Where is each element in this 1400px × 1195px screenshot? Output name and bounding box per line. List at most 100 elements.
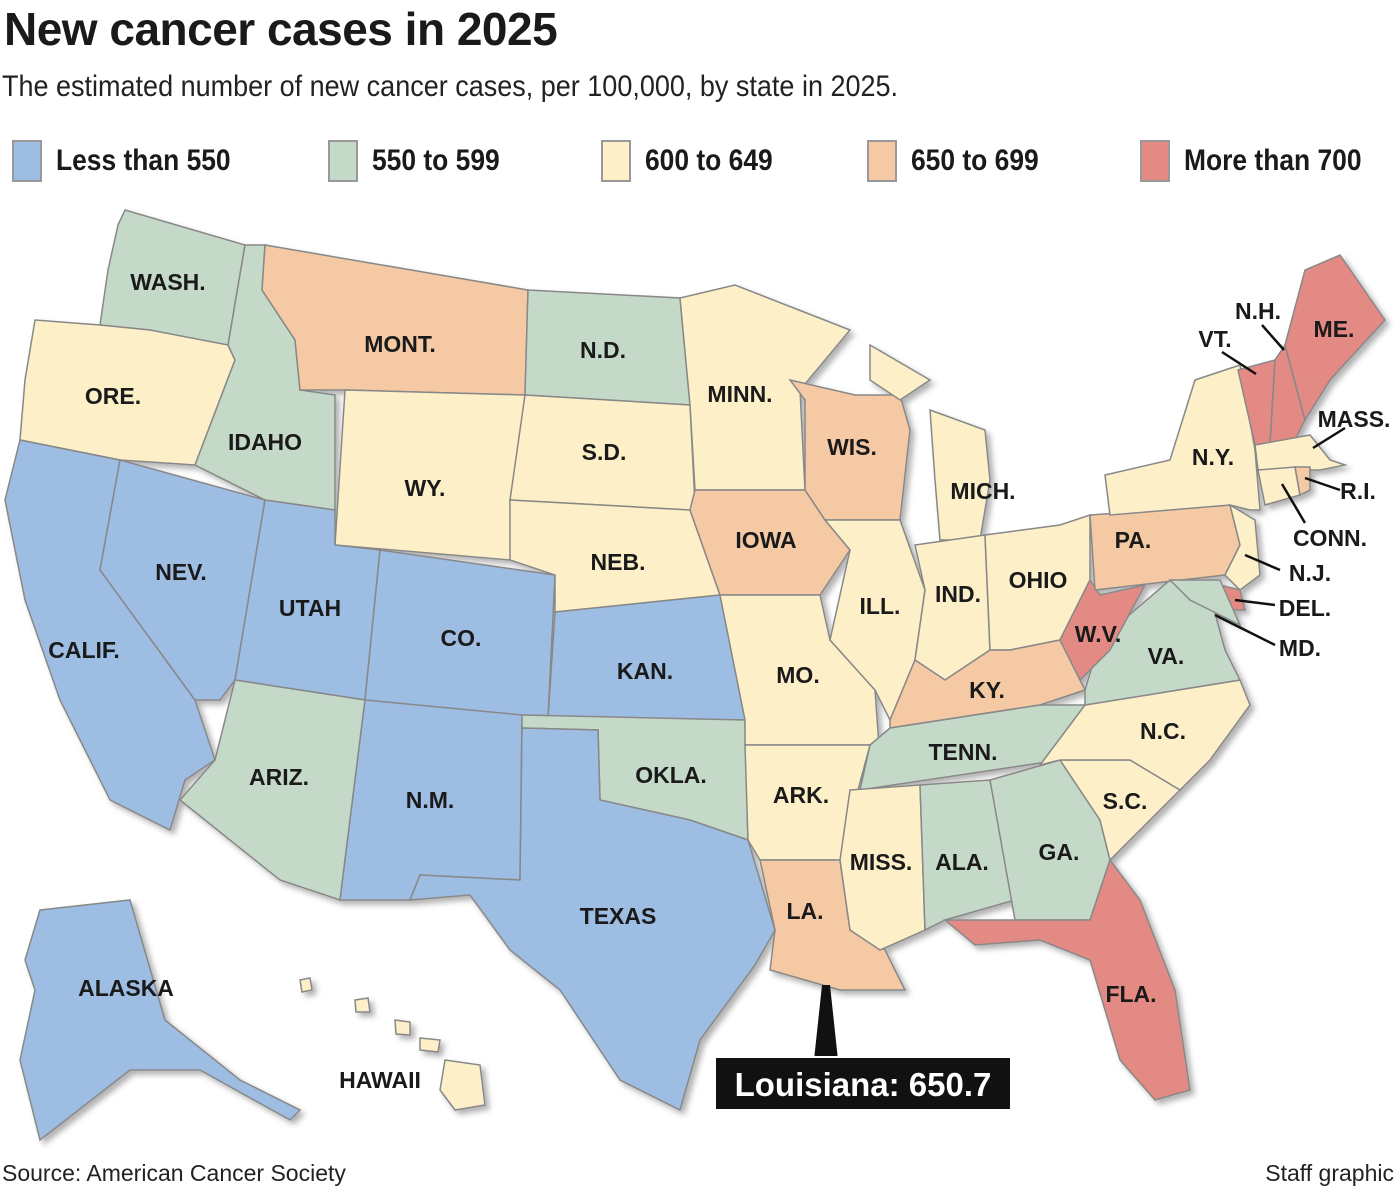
leader-line bbox=[1304, 476, 1341, 492]
louisiana-callout: Louisiana: 650.7 bbox=[714, 985, 1012, 1111]
leader-line bbox=[1261, 324, 1285, 351]
state-label-wv: W.V. bbox=[1075, 621, 1121, 647]
state-label-sc: S.C. bbox=[1103, 788, 1148, 814]
state-label-oh: OHIO bbox=[1009, 567, 1068, 593]
state-label-co: CO. bbox=[441, 625, 482, 651]
state-label-tn: TENN. bbox=[929, 739, 998, 765]
state-label-al: ALA. bbox=[935, 849, 989, 875]
legend-item: Less than 550 bbox=[12, 140, 254, 182]
legend-item: 600 to 649 bbox=[601, 140, 790, 182]
legend-label: Less than 550 bbox=[56, 144, 231, 177]
state-label-de: DEL. bbox=[1279, 595, 1331, 621]
state-label-ny: N.Y. bbox=[1192, 444, 1234, 470]
state-label-id: IDAHO bbox=[228, 429, 302, 455]
callout-text: Louisiana: 650.7 bbox=[735, 1066, 992, 1103]
state-tx bbox=[408, 727, 776, 1112]
state-label-or: ORE. bbox=[85, 383, 141, 409]
legend-swatch bbox=[12, 140, 42, 182]
legend-swatch bbox=[601, 140, 631, 182]
state-label-ga: GA. bbox=[1039, 839, 1080, 865]
state-label-mi: MICH. bbox=[950, 478, 1015, 504]
state-label-in: IND. bbox=[935, 581, 981, 607]
leader-line bbox=[1280, 483, 1307, 524]
state-label-md: MD. bbox=[1279, 635, 1321, 661]
state-label-nh: N.H. bbox=[1235, 298, 1281, 324]
callout-box bbox=[714, 1056, 1012, 1111]
state-label-ky: KY. bbox=[969, 677, 1005, 703]
state-label-nj: N.J. bbox=[1289, 560, 1331, 586]
credit-note: Staff graphic bbox=[1265, 1160, 1394, 1186]
state-label-wi: WIS. bbox=[827, 434, 877, 460]
state-hi bbox=[439, 1059, 486, 1111]
page-title: New cancer cases in 2025 bbox=[4, 3, 558, 55]
callout-pointer bbox=[814, 985, 838, 1060]
state-label-wy: WY. bbox=[405, 475, 446, 501]
state-label-ca: CALIF. bbox=[48, 637, 120, 663]
leader-line bbox=[1221, 350, 1257, 376]
state-label-sd: S.D. bbox=[582, 439, 627, 465]
state-label-ok: OKLA. bbox=[635, 762, 707, 788]
leader-line bbox=[1234, 598, 1276, 607]
state-label-mt: MONT. bbox=[364, 331, 436, 357]
legend-swatch bbox=[1140, 140, 1170, 182]
state-pa bbox=[1089, 504, 1241, 591]
state-label-vt: VT. bbox=[1198, 326, 1231, 352]
state-label-ar: ARK. bbox=[773, 782, 829, 808]
state-ct bbox=[1257, 466, 1301, 506]
state-label-ms: MISS. bbox=[850, 849, 913, 875]
legend-item: 650 to 699 bbox=[867, 140, 1056, 182]
subtitle: The estimated number of new cancer cases… bbox=[2, 70, 899, 103]
state-label-va: VA. bbox=[1148, 643, 1185, 669]
legend-item: More than 700 bbox=[1140, 140, 1386, 182]
legend-label: 550 to 599 bbox=[372, 144, 500, 177]
state-label-mo: MO. bbox=[776, 662, 819, 688]
state-ak bbox=[19, 899, 302, 1142]
state-az bbox=[178, 679, 366, 902]
state-label-fl: FLA. bbox=[1105, 981, 1156, 1007]
state-label-nc: N.C. bbox=[1140, 718, 1186, 744]
state-label-ct: CONN. bbox=[1293, 525, 1367, 551]
state-label-ma: MASS. bbox=[1318, 406, 1391, 432]
state-label-wa: WASH. bbox=[130, 269, 205, 295]
state-mt bbox=[261, 244, 529, 396]
state-label-pa: PA. bbox=[1115, 527, 1152, 553]
leader-line bbox=[1312, 426, 1346, 450]
state-hi bbox=[299, 977, 313, 993]
state-mn bbox=[679, 284, 852, 491]
state-hi bbox=[419, 1037, 441, 1053]
state-hi bbox=[394, 1019, 411, 1036]
state-label-hi: HAWAII bbox=[339, 1067, 421, 1093]
state-label-nm: N.M. bbox=[406, 787, 455, 813]
state-mi bbox=[869, 343, 932, 401]
state-label-nd: N.D. bbox=[580, 337, 626, 363]
legend-swatch bbox=[867, 140, 897, 182]
state-label-il: ILL. bbox=[860, 593, 901, 619]
state-label-ia: IOWA bbox=[735, 527, 796, 553]
state-label-ne: NEB. bbox=[591, 549, 646, 575]
leader-line bbox=[1214, 613, 1276, 647]
legend-swatch bbox=[328, 140, 358, 182]
state-label-ak: ALASKA bbox=[78, 975, 174, 1001]
state-hi bbox=[354, 997, 371, 1013]
state-label-az: ARIZ. bbox=[249, 764, 309, 790]
state-label-ut: UTAH bbox=[279, 595, 341, 621]
state-mi bbox=[929, 408, 991, 541]
state-label-tx: TEXAS bbox=[580, 903, 657, 929]
legend-item: 550 to 599 bbox=[328, 140, 517, 182]
state-label-me: ME. bbox=[1314, 316, 1355, 342]
state-ny bbox=[1104, 364, 1261, 516]
legend-label: 600 to 649 bbox=[645, 144, 773, 177]
state-me bbox=[1284, 254, 1386, 422]
state-fl bbox=[942, 858, 1191, 1101]
legend: Less than 550 550 to 599 600 to 649 650 … bbox=[0, 140, 1400, 188]
leader-line bbox=[1244, 553, 1281, 572]
state-ri bbox=[1294, 466, 1311, 497]
state-label-mn: MINN. bbox=[707, 381, 772, 407]
state-md bbox=[1168, 579, 1242, 627]
state-label-ks: KAN. bbox=[617, 658, 673, 684]
state-label-nv: NEV. bbox=[155, 559, 207, 585]
state-label-la: LA. bbox=[786, 898, 823, 924]
state-al bbox=[919, 779, 1016, 932]
legend-label: More than 700 bbox=[1184, 144, 1362, 177]
